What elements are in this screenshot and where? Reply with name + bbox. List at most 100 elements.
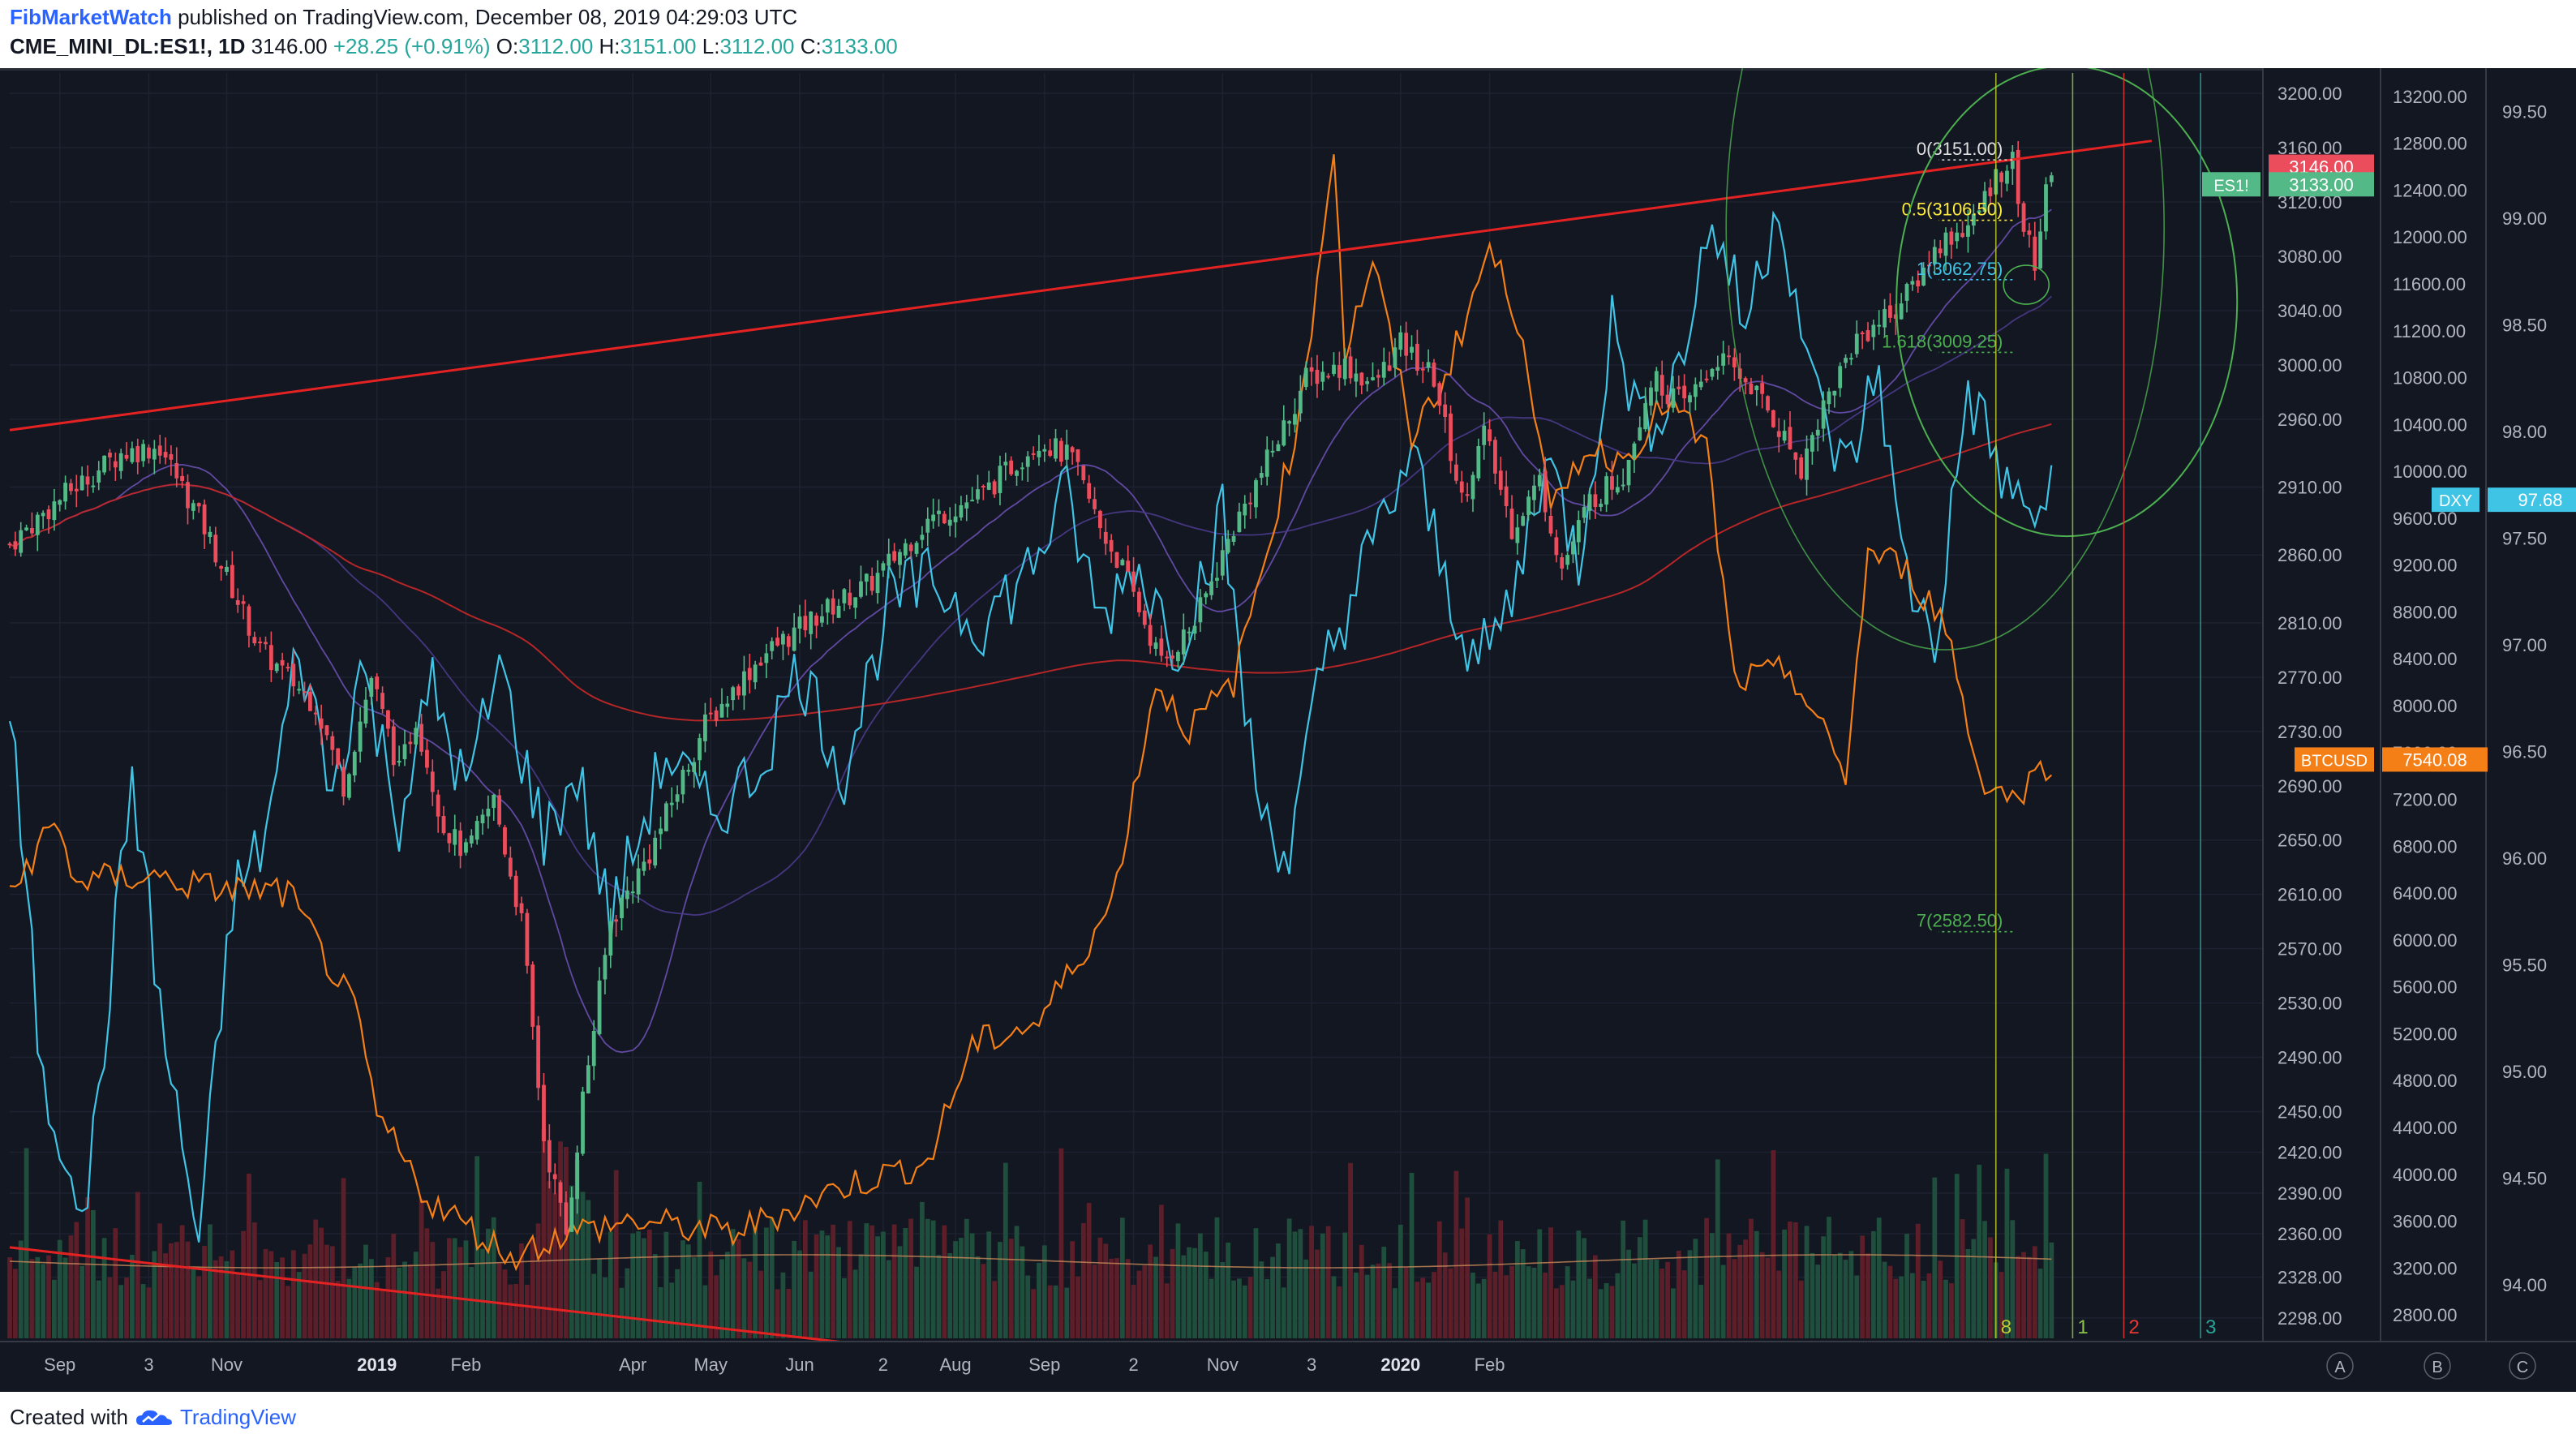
- candle-body-9: [58, 500, 62, 505]
- volume-bar-88: [496, 1263, 502, 1338]
- candle-body-93: [525, 912, 530, 966]
- price-tick-19: 2420.00: [2278, 1143, 2342, 1163]
- volume-bar-186: [1041, 1245, 1047, 1338]
- fib-time-count-0: 8: [2001, 1316, 2011, 1338]
- price-axes[interactable]: 3200.003160.003120.003080.003040.003000.…: [2262, 68, 2576, 1392]
- candle-body-240: [1342, 359, 1347, 380]
- btcusd-line: [9, 154, 2053, 1272]
- candle-body-283: [1582, 507, 1586, 518]
- candle-body-181: [1015, 470, 1019, 476]
- volume-bar-262: [1465, 1197, 1470, 1338]
- candle-body-244: [1365, 381, 1370, 384]
- volume-bar-120: [675, 1269, 680, 1338]
- open-value: 3112.00: [518, 34, 594, 58]
- volume-bar-68: [385, 1257, 391, 1338]
- fib-circle-large: [1896, 68, 2239, 537]
- volume-bar-116: [652, 1254, 658, 1338]
- volume-bar-221: [1237, 1278, 1242, 1338]
- volume-bar-81: [457, 1247, 463, 1338]
- btc-tick-6: 10800.00: [2393, 368, 2467, 389]
- volume-bar-289: [1615, 1273, 1621, 1338]
- volume-bar-109: [613, 1170, 619, 1338]
- volume-bar-93: [525, 1285, 530, 1338]
- volume-bar-183: [1025, 1275, 1031, 1338]
- volume-bar-220: [1231, 1280, 1236, 1338]
- candle-body-326: [1821, 400, 1826, 429]
- fib-level-label-0: 0(3151.00): [1917, 139, 2003, 159]
- btc-tick-22: 4400.00: [2393, 1118, 2458, 1138]
- volume-bar-270: [1509, 1265, 1514, 1338]
- candle-body-20: [118, 453, 123, 471]
- candle-body-364: [2033, 236, 2037, 271]
- candle-body-97: [547, 1140, 552, 1173]
- volume-bar-303: [1693, 1239, 1698, 1338]
- time-axis[interactable]: Sep 3 Nov 2019 Feb Apr May Jun 2 Aug Sep 2 Nov 3 2020 F…: [0, 1341, 2576, 1392]
- candle-body-296: [1654, 371, 1659, 392]
- candle-body-221: [1237, 511, 1242, 533]
- price-tick-0: 3200.00: [2278, 84, 2342, 104]
- fib-circle-small: [2003, 264, 2050, 305]
- candle-body-310: [1732, 357, 1737, 367]
- volume-bar-152: [852, 1269, 858, 1338]
- volume-bar-184: [1031, 1289, 1036, 1338]
- candle-body-352: [1966, 225, 1970, 237]
- candle-body-318: [1776, 431, 1781, 437]
- candle-body-148: [831, 598, 835, 615]
- candle-body-143: [803, 616, 808, 631]
- candle-body-252: [1410, 346, 1414, 353]
- candle-body-47: [268, 645, 273, 671]
- volume-bar-32: [185, 1241, 191, 1338]
- volume-bar-319: [1782, 1229, 1787, 1338]
- candle-body-163: [914, 543, 919, 554]
- fib-level-label-1: 0.5(3106.50): [1902, 200, 2003, 220]
- time-tick-7: Jun: [785, 1355, 814, 1375]
- candle-body-2: [19, 530, 24, 553]
- volume-bar-228: [1276, 1243, 1281, 1338]
- volume-bar-160: [897, 1246, 903, 1338]
- price-chart[interactable]: 0(3151.00) 0.5(3106.50) 1(3062.75) 1.618(30…: [0, 68, 2576, 1392]
- volume-bar-185: [1037, 1262, 1041, 1338]
- candle-body-304: [1698, 381, 1703, 388]
- volume-bar-145: [814, 1234, 819, 1338]
- candle-body-324: [1810, 435, 1814, 452]
- volume-bar-245: [1370, 1265, 1376, 1338]
- volume-bar-97: [547, 1181, 552, 1338]
- volume-bar-312: [1743, 1239, 1748, 1338]
- symbol-name[interactable]: CME_MINI_DL:ES1!, 1D: [10, 34, 246, 58]
- volume-bar-118: [663, 1231, 669, 1338]
- volume-bar-17: [101, 1238, 107, 1338]
- volume-bar-208: [1164, 1283, 1170, 1338]
- candle-body-344: [1921, 267, 1926, 286]
- volume-bar-121: [680, 1240, 685, 1338]
- volume-bar-236: [1320, 1233, 1325, 1338]
- candle-body-161: [903, 543, 908, 556]
- candle-body-78: [441, 816, 446, 834]
- dxy-tick-5: 97.00: [2502, 635, 2547, 655]
- candle-body-13: [79, 475, 84, 491]
- volume-bar-351: [1960, 1219, 1965, 1338]
- candle-body-139: [781, 633, 785, 645]
- candle-body-43: [247, 606, 251, 636]
- price-tick-16: 2530.00: [2278, 994, 2342, 1014]
- close-label: C:: [800, 34, 822, 58]
- volume-bar-209: [1170, 1248, 1175, 1338]
- volume-bar-307: [1715, 1159, 1720, 1338]
- volume-bar-63: [358, 1263, 363, 1338]
- btc-tick-12: 8400.00: [2393, 649, 2458, 669]
- author-name[interactable]: FibMarketWatch: [10, 5, 172, 29]
- price-tag-value-1: 3133.00: [2289, 174, 2354, 195]
- volume-bar-182: [1020, 1246, 1025, 1338]
- candle-body-28: [163, 452, 168, 458]
- volume-bar-15: [91, 1209, 96, 1338]
- candle-body-290: [1621, 484, 1625, 487]
- tradingview-brand[interactable]: TradingView: [179, 1405, 297, 1429]
- volume-bar-290: [1621, 1220, 1626, 1338]
- candle-body-278: [1554, 537, 1559, 556]
- volume-bar-222: [1242, 1285, 1247, 1338]
- candle-body-316: [1766, 396, 1770, 411]
- volume-bar-188: [1053, 1285, 1058, 1338]
- fib-time-count-3: 3: [2205, 1316, 2216, 1338]
- candle-body-147: [825, 599, 830, 613]
- price-tag-box-1: [2269, 172, 2374, 197]
- candle-body-184: [1031, 453, 1036, 455]
